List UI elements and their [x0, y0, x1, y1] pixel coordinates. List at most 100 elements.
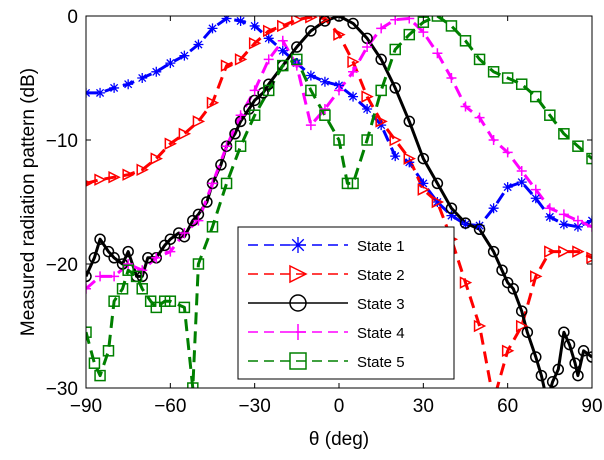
data-point-state-5 — [234, 140, 247, 152]
data-point-state-3 — [262, 78, 275, 90]
data-point-state-2 — [178, 127, 192, 141]
data-point-state-4 — [86, 283, 91, 294]
data-point-state-2 — [530, 270, 543, 283]
data-point-state-5 — [136, 283, 148, 295]
data-point-state-2 — [431, 195, 445, 209]
data-point-state-3 — [291, 41, 303, 53]
data-point-state-4 — [376, 23, 387, 34]
data-point-state-4 — [207, 178, 218, 189]
legend-marker-state-5 — [289, 352, 307, 370]
data-point-state-2 — [459, 276, 473, 289]
data-point-state-2 — [403, 152, 416, 165]
data-point-state-1 — [572, 221, 583, 232]
series-line-state-1 — [86, 17, 592, 229]
data-point-state-2 — [333, 28, 346, 41]
data-point-state-1 — [249, 20, 260, 31]
data-point-state-4 — [432, 48, 443, 59]
data-point-state-3 — [347, 17, 359, 30]
data-point-state-5 — [86, 326, 92, 338]
data-point-state-5 — [192, 258, 205, 270]
data-point-state-4 — [488, 135, 499, 145]
data-point-state-2 — [558, 245, 571, 258]
data-point-state-5 — [375, 84, 387, 97]
x-tick-label: −90 — [70, 396, 102, 417]
data-point-state-5 — [319, 109, 331, 121]
data-point-state-5 — [445, 20, 458, 32]
data-point-state-4 — [404, 16, 415, 24]
data-point-state-1 — [418, 178, 429, 189]
data-point-state-5 — [487, 66, 500, 78]
data-point-state-5 — [187, 382, 199, 388]
y-tick-label: −10 — [46, 131, 78, 152]
data-point-state-3 — [201, 196, 213, 208]
data-point-state-1 — [348, 91, 359, 102]
data-point-state-5 — [473, 53, 486, 66]
data-point-state-3 — [563, 338, 576, 351]
data-point-state-4 — [95, 271, 106, 282]
data-point-state-3 — [496, 264, 508, 276]
data-point-state-4 — [109, 271, 120, 282]
data-point-state-2 — [108, 170, 121, 184]
data-point-state-4 — [334, 85, 344, 96]
data-point-state-4 — [587, 221, 592, 232]
data-point-state-1 — [432, 197, 443, 207]
x-tick-label: 60 — [497, 396, 518, 417]
data-point-state-2 — [473, 319, 487, 333]
data-point-state-2 — [122, 168, 135, 181]
data-point-state-5 — [277, 59, 289, 72]
data-point-state-1 — [502, 182, 513, 193]
x-tick-label: 90 — [581, 396, 602, 417]
data-point-state-5 — [403, 28, 416, 41]
data-point-state-4 — [263, 54, 274, 65]
data-point-state-2 — [544, 245, 557, 258]
data-point-state-1 — [263, 33, 274, 44]
data-point-state-3 — [108, 252, 120, 264]
data-point-state-3 — [535, 369, 548, 382]
legend-marker-state-4 — [290, 324, 306, 340]
data-point-state-1 — [530, 193, 541, 204]
data-point-state-1 — [404, 157, 415, 168]
data-point-state-5 — [291, 53, 303, 66]
data-point-state-4 — [474, 112, 485, 123]
data-point-state-3 — [86, 270, 92, 283]
data-point-state-1 — [277, 45, 288, 56]
data-point-state-2 — [136, 163, 149, 176]
data-point-state-3 — [577, 345, 590, 357]
y-tick-label: −30 — [46, 379, 78, 400]
data-point-state-5 — [122, 264, 134, 276]
data-point-state-4 — [221, 141, 232, 152]
data-point-state-4 — [165, 246, 176, 257]
data-point-state-4 — [305, 120, 316, 131]
data-point-state-4 — [460, 101, 471, 112]
data-point-state-5 — [164, 295, 177, 307]
x-tick-label: 30 — [413, 396, 434, 417]
data-point-state-1 — [109, 82, 120, 93]
data-point-state-5 — [206, 221, 219, 233]
legend-marker-state-1 — [290, 237, 306, 253]
data-point-state-2 — [248, 37, 262, 50]
data-point-state-3 — [417, 152, 430, 165]
data-point-state-4 — [123, 259, 134, 269]
legend-label-state-1: State 1 — [357, 238, 405, 255]
data-point-state-2 — [234, 53, 248, 66]
data-point-state-3 — [215, 159, 227, 171]
data-point-state-5 — [558, 128, 570, 140]
data-point-state-2 — [94, 173, 107, 186]
data-point-state-3 — [552, 363, 565, 376]
data-point-state-2 — [291, 16, 304, 26]
data-point-state-1 — [165, 58, 176, 69]
data-point-state-4 — [319, 104, 330, 114]
data-point-state-4 — [249, 85, 260, 96]
data-point-state-3 — [94, 233, 106, 245]
data-point-state-1 — [123, 79, 134, 90]
data-point-state-4 — [291, 60, 302, 71]
data-point-state-2 — [206, 96, 220, 110]
data-point-state-3 — [521, 326, 534, 338]
data-point-state-3 — [319, 16, 331, 27]
data-point-state-4 — [235, 110, 246, 121]
data-point-state-4 — [502, 147, 513, 158]
data-point-state-1 — [137, 73, 148, 83]
data-point-state-3 — [586, 351, 592, 363]
data-point-state-2 — [586, 251, 592, 265]
data-point-state-5 — [586, 152, 592, 165]
